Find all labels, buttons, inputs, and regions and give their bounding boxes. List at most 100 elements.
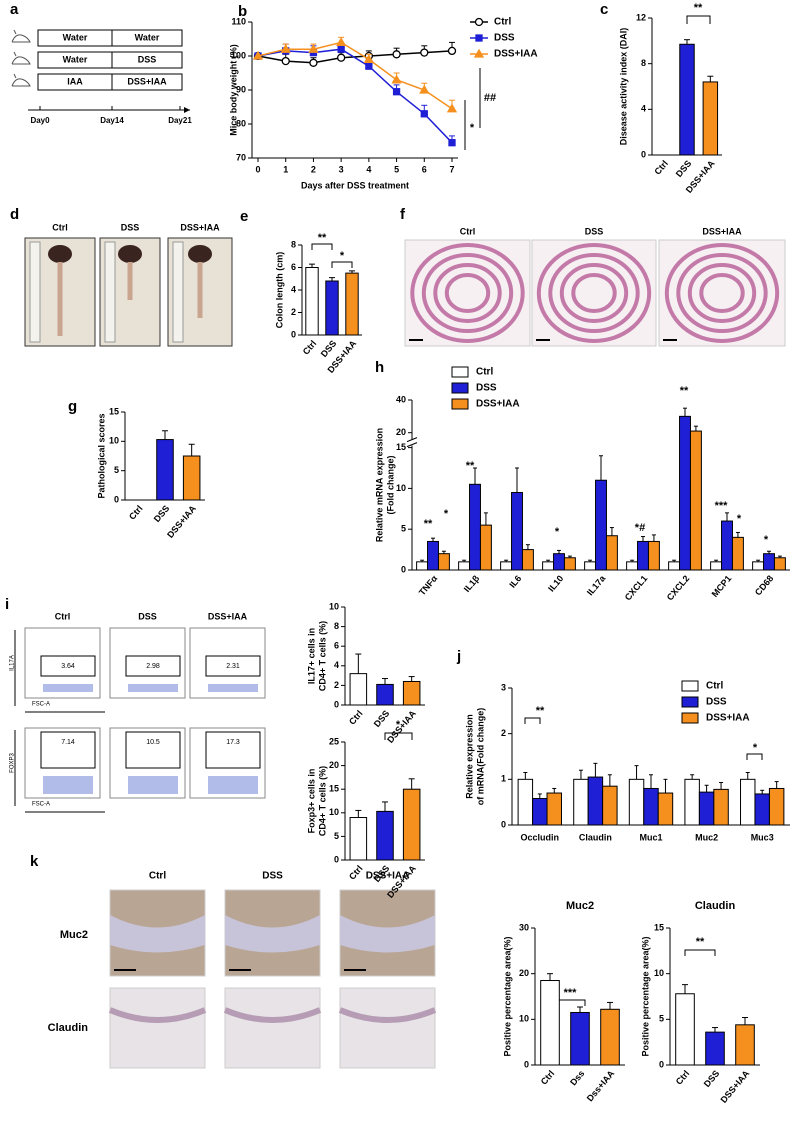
bar — [763, 553, 775, 571]
panel-letter: b — [238, 3, 247, 20]
y-tick-label: 8 — [334, 621, 339, 631]
significance-bracket — [524, 717, 541, 724]
y-tick-label: 2 — [291, 307, 296, 317]
tissue — [225, 915, 320, 953]
tissue — [108, 1007, 207, 1023]
data-point — [308, 43, 319, 53]
gate-percentage: 3.64 — [61, 663, 75, 670]
treatment-label: DSS — [138, 54, 157, 64]
bar — [735, 1024, 755, 1066]
data-point — [365, 62, 373, 70]
panel-letter: f — [400, 206, 406, 223]
mouse-icon — [11, 73, 31, 87]
y-axis-label: Relative expression — [464, 714, 474, 799]
x-tick-label: TNFα — [417, 573, 440, 597]
y-tick-label: 40 — [396, 394, 406, 404]
treatment-label: Water — [63, 32, 88, 42]
panel-letter: k — [30, 853, 39, 870]
bar — [517, 778, 534, 826]
x-tick-label: IL6 — [507, 573, 523, 589]
y-tick-label: 8 — [291, 239, 296, 249]
data-point — [446, 103, 458, 113]
bar — [349, 817, 368, 861]
cecum — [188, 245, 212, 263]
legend-label: DSS — [494, 33, 515, 44]
bar — [587, 776, 604, 826]
treatment-label: Water — [63, 54, 88, 64]
bar — [679, 43, 695, 156]
bar — [563, 557, 576, 571]
bar — [521, 549, 534, 571]
significance-label: * — [340, 250, 345, 262]
x-tick-label: CD68 — [753, 573, 775, 597]
y-axis-label: Relative mRNA expression — [374, 428, 384, 542]
y-tick-label: 4 — [641, 104, 646, 114]
data-point — [448, 139, 456, 147]
bar — [600, 1008, 620, 1066]
x-tick-label: Ctrl — [301, 338, 319, 356]
y-tick-label: 15 — [396, 442, 406, 452]
y-axis-label: of mRNA(Fold change) — [475, 708, 485, 806]
x-tick-label: Dss — [568, 1068, 586, 1087]
legend-label: DSS+IAA — [706, 713, 750, 724]
data-point — [363, 54, 374, 64]
group-label: DSS+IAA — [702, 226, 742, 236]
bar — [675, 993, 695, 1066]
legend-marker — [474, 17, 484, 27]
y-tick-label: 0 — [524, 1059, 529, 1069]
x-tick-label: 6 — [422, 164, 427, 174]
x-tick-label: CXCL1 — [623, 573, 650, 602]
bar — [511, 491, 523, 571]
y-axis-label: Pathological scores — [96, 413, 106, 498]
legend-swatch — [681, 712, 699, 724]
data-point — [447, 46, 457, 56]
x-tick-label: Dss+IAA — [585, 1068, 617, 1103]
gate — [205, 731, 261, 769]
y-tick-label: 2 — [334, 680, 339, 690]
bar — [740, 778, 756, 826]
bar — [605, 535, 618, 571]
significance-label: ** — [318, 232, 327, 244]
bar — [345, 272, 359, 336]
y-tick-label: 0 — [401, 564, 406, 574]
x-tick-label: Ctrl — [674, 1068, 692, 1086]
x-tick-label: Occludin — [521, 832, 560, 842]
tissue — [110, 915, 205, 953]
tissue-ring — [548, 253, 640, 333]
legend-label: Ctrl — [706, 681, 723, 692]
y-tick-label: 10 — [329, 601, 339, 611]
x-tick-label: DSS — [372, 708, 392, 729]
x-tick-label: 0 — [255, 164, 260, 174]
y-tick-label: 0 — [334, 699, 339, 709]
tissue-ring — [571, 273, 617, 313]
y-tick-label: 0 — [501, 819, 506, 829]
group-label: DSS — [138, 611, 157, 621]
tissue-ring — [559, 263, 629, 323]
bar — [573, 778, 589, 826]
panel-letter: i — [5, 596, 9, 613]
bar — [437, 553, 450, 571]
x-tick-label: DSS — [674, 158, 694, 179]
bar — [427, 540, 439, 571]
bar — [710, 561, 723, 571]
y-tick-label: 0 — [659, 1059, 664, 1069]
arrowhead — [184, 107, 190, 113]
x-tick-label: DSS — [152, 503, 172, 524]
data-point — [281, 56, 290, 66]
bar — [458, 561, 471, 571]
tissue — [338, 1007, 437, 1023]
axis-break — [408, 439, 416, 446]
data-point — [280, 43, 291, 53]
panel-letter: g — [68, 398, 77, 415]
significance-label: ** — [424, 518, 433, 530]
flow-axis-label: FOXP3 — [10, 753, 16, 773]
significance-label: * — [396, 719, 401, 731]
panel-letter: a — [10, 1, 19, 18]
data-point — [392, 88, 401, 96]
y-axis-label: CD4+ T cells (%) — [317, 621, 327, 691]
data-point — [309, 58, 318, 67]
group-label: DSS+IAA — [180, 222, 220, 232]
x-tick-label: MCP1 — [710, 573, 734, 599]
y-axis-label: Colon length (cm) — [274, 252, 284, 329]
bar — [542, 561, 555, 571]
